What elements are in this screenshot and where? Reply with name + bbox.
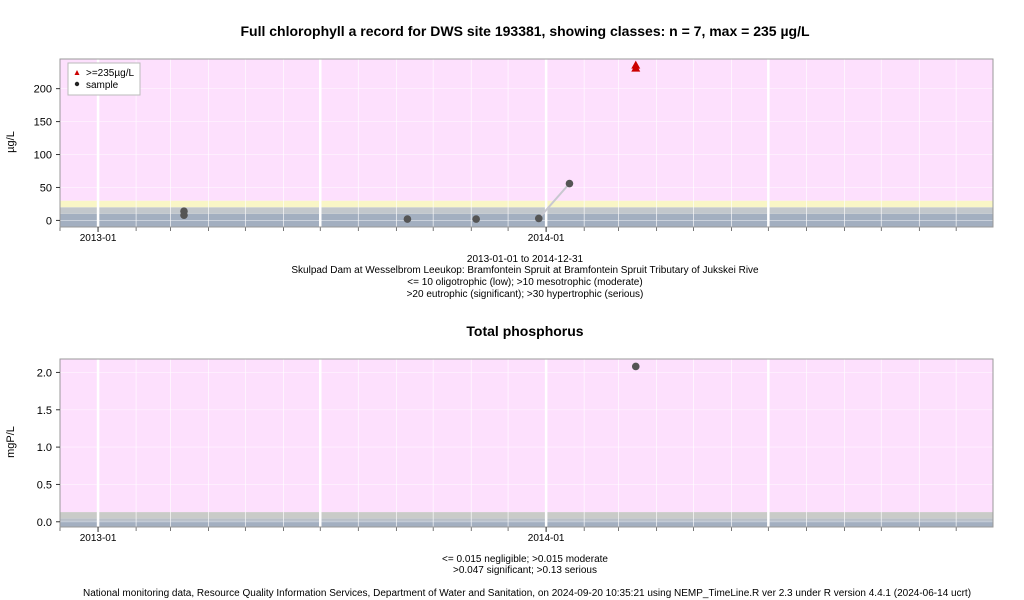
chlorophyll-note-date-range: 2013-01-01 to 2014-12-31 bbox=[467, 254, 584, 265]
legend-triangle-marker bbox=[74, 70, 80, 75]
y-tick-label: 1.5 bbox=[37, 405, 52, 417]
phosphorus-panel: Total phosphorus 0.0 0.5 1.0 1.5 2.0 2013-01 2… bbox=[5, 323, 994, 576]
class-band bbox=[60, 359, 993, 513]
x-tick-label: 2014-01 bbox=[528, 533, 565, 544]
chlorophyll-note-classes-1: <= 10 oligotrophic (low); >10 mesotrophi… bbox=[407, 277, 642, 288]
chlorophyll-panel: Full chlorophyll a record for DWS site 1… bbox=[5, 23, 994, 300]
legend-box bbox=[67, 62, 141, 96]
data-point bbox=[472, 215, 480, 223]
chlorophyll-y-axis-label: µg/L bbox=[5, 131, 17, 153]
data-point bbox=[180, 207, 188, 215]
plot-frame bbox=[59, 358, 994, 528]
data-point-threshold bbox=[631, 63, 641, 72]
class-band bbox=[60, 59, 993, 201]
chlorophyll-note-classes-2: >20 eutrophic (significant); >30 hypertr… bbox=[407, 289, 644, 300]
class-band bbox=[60, 518, 993, 521]
phosphorus-plot-area: 0.0 0.5 1.0 1.5 2.0 2013-01 2014-01 bbox=[37, 358, 994, 544]
data-connector-line bbox=[538, 182, 571, 220]
x-tick-label: 2014-01 bbox=[528, 233, 565, 244]
y-tick-label: 100 bbox=[34, 150, 52, 162]
legend-label-sample: sample bbox=[86, 80, 119, 91]
chlorophyll-plot-area: 0 50 100 150 200 2013-01 2014-01 bbox=[34, 58, 994, 244]
phosphorus-note-classes-1: <= 0.015 negligible; >0.015 moderate bbox=[442, 554, 608, 565]
phosphorus-y-axis-label: mgP/L bbox=[5, 426, 17, 458]
y-tick-label: 0.0 bbox=[37, 517, 52, 529]
phosphorus-note-classes-2: >0.047 significant; >0.13 serious bbox=[453, 565, 597, 576]
y-tick-label: 0 bbox=[46, 215, 52, 227]
chlorophyll-legend: >=235µg/L sample bbox=[67, 62, 141, 96]
y-tick-label: 1.0 bbox=[37, 442, 52, 454]
legend-label-threshold: >=235µg/L bbox=[86, 68, 134, 79]
data-point bbox=[631, 362, 640, 371]
x-tick-label: 2013-01 bbox=[80, 233, 117, 244]
legend-circle-marker bbox=[74, 81, 80, 87]
class-band bbox=[60, 512, 993, 519]
y-tick-label: 2.0 bbox=[37, 367, 52, 379]
data-point bbox=[534, 214, 543, 223]
class-band bbox=[60, 207, 993, 214]
footer-provenance: National monitoring data, Resource Quali… bbox=[83, 588, 971, 599]
y-tick-label: 150 bbox=[34, 117, 52, 129]
data-point bbox=[565, 179, 574, 188]
chlorophyll-note-site: Skulpad Dam at Wesselbrom Leeukop: Bramf… bbox=[291, 265, 759, 276]
class-band bbox=[60, 200, 993, 208]
y-tick-label: 50 bbox=[40, 182, 52, 194]
plot-frame bbox=[59, 58, 994, 228]
x-tick-label: 2013-01 bbox=[80, 533, 117, 544]
y-tick-label: 200 bbox=[34, 84, 52, 96]
class-band bbox=[60, 520, 993, 527]
data-point bbox=[403, 215, 412, 223]
chlorophyll-chart-title: Full chlorophyll a record for DWS site 1… bbox=[240, 23, 809, 39]
y-tick-label: 0.5 bbox=[37, 479, 52, 491]
phosphorus-chart-title: Total phosphorus bbox=[466, 323, 583, 339]
